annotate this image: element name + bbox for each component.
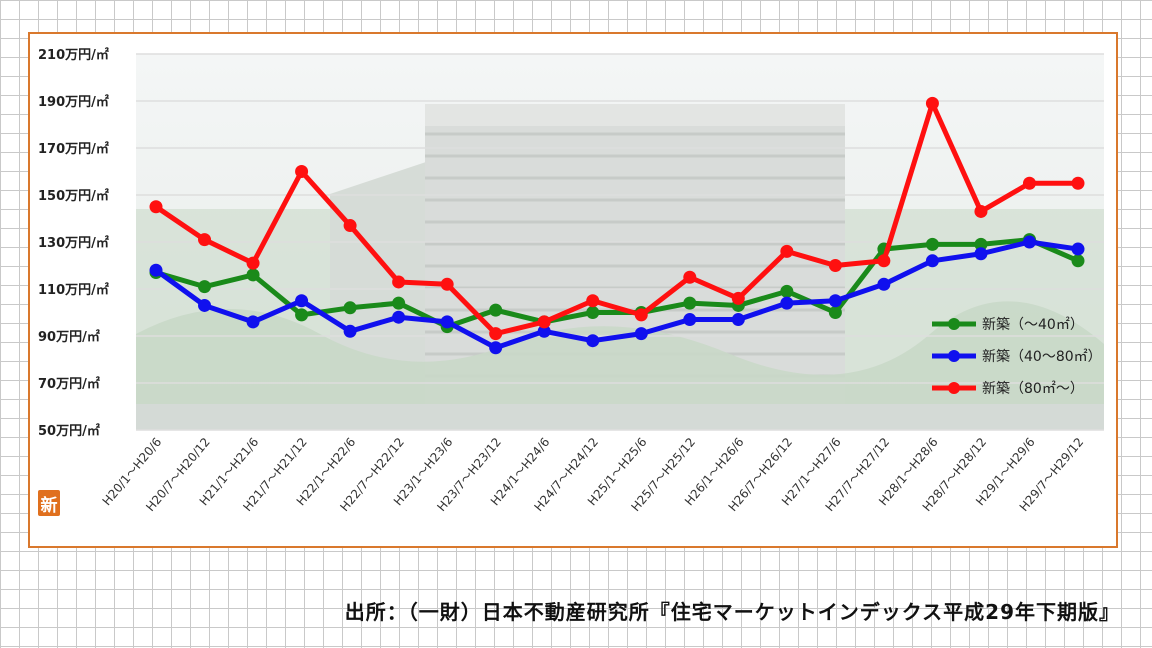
chart-frame: 50万円/㎡ 70万円/㎡ 90万円/㎡ 110万円/㎡ 130万円/㎡ 150万円/㎡ 1… xyxy=(28,32,1118,548)
y-tick-label: 50万円/㎡ xyxy=(38,423,100,439)
y-tick-label: 110万円/㎡ xyxy=(38,282,109,298)
line-chart: 50万円/㎡ 70万円/㎡ 90万円/㎡ 110万円/㎡ 130万円/㎡ 150万円/㎡ 1… xyxy=(38,47,1104,514)
data-point xyxy=(1022,176,1036,190)
data-point xyxy=(780,284,794,298)
data-point xyxy=(828,259,842,272)
legend: 新築（～40㎡） 新築（40～80㎡） 新築（80㎡～） xyxy=(932,317,1102,397)
x-axis-tick-labels: H20/1～H20/6H20/7～H20/12H21/1～H21/6H21/7～… xyxy=(100,435,1087,514)
data-point xyxy=(877,254,891,268)
data-point xyxy=(149,263,163,277)
data-point xyxy=(780,244,794,258)
data-point xyxy=(489,303,503,317)
series-line xyxy=(154,100,1078,337)
data-point xyxy=(246,268,260,282)
data-point xyxy=(1022,235,1036,249)
data-point xyxy=(246,256,260,270)
data-point xyxy=(489,327,503,341)
series-line xyxy=(154,239,1079,351)
data-point xyxy=(731,291,745,305)
data-point xyxy=(295,165,309,178)
source-caption: 出所：（一財）日本不動産研究所『住宅マーケットインデックス平成29年下期版』 xyxy=(344,600,1120,624)
data-point xyxy=(683,313,697,327)
data-point xyxy=(683,270,697,284)
data-point xyxy=(392,310,406,324)
legend-swatch-marker xyxy=(948,382,960,394)
legend-swatch-marker xyxy=(948,350,960,362)
data-point xyxy=(343,301,357,315)
data-point xyxy=(634,308,648,322)
data-point xyxy=(586,306,600,319)
y-tick-label: 190万円/㎡ xyxy=(38,94,109,110)
y-tick-label: 150万円/㎡ xyxy=(38,188,109,204)
data-point xyxy=(974,204,988,218)
data-point xyxy=(731,313,745,327)
data-point xyxy=(440,277,454,291)
legend-label: 新築（～40㎡） xyxy=(982,317,1084,333)
legend-label: 新築（80㎡～） xyxy=(982,381,1084,397)
data-point xyxy=(295,308,309,322)
data-point xyxy=(925,237,939,251)
data-point xyxy=(537,315,551,329)
data-point xyxy=(198,280,212,294)
data-point xyxy=(877,277,891,291)
series-2 xyxy=(149,235,1085,355)
data-point xyxy=(440,315,454,329)
data-point xyxy=(295,294,309,308)
y-tick-label: 210万円/㎡ xyxy=(38,47,109,63)
data-point xyxy=(925,254,939,268)
data-point xyxy=(1071,176,1085,190)
legend-label: 新築（40～80㎡） xyxy=(982,349,1102,365)
data-point xyxy=(1071,242,1085,256)
data-point xyxy=(392,296,406,310)
data-point xyxy=(586,334,600,348)
data-point xyxy=(974,237,988,251)
data-point xyxy=(828,306,842,319)
data-point xyxy=(149,200,163,214)
new-badge-icon: 新 xyxy=(38,490,60,516)
data-point xyxy=(198,298,212,312)
y-tick-label: 90万円/㎡ xyxy=(38,329,100,345)
y-tick-label: 170万円/㎡ xyxy=(38,141,109,157)
data-point xyxy=(246,315,260,329)
data-point xyxy=(780,296,794,310)
data-point xyxy=(392,275,406,289)
data-point xyxy=(634,327,648,341)
series-lines xyxy=(149,96,1085,355)
legend-swatch-marker xyxy=(948,318,960,330)
data-point xyxy=(198,233,212,247)
data-point xyxy=(683,296,697,310)
data-point xyxy=(828,294,842,308)
data-point xyxy=(1071,254,1085,268)
data-point xyxy=(343,324,357,338)
data-point xyxy=(925,96,939,110)
data-point xyxy=(343,219,357,233)
y-tick-label: 70万円/㎡ xyxy=(38,376,100,392)
gridlines xyxy=(136,53,1104,431)
data-point xyxy=(586,294,600,308)
data-point xyxy=(974,247,988,261)
data-point xyxy=(489,341,503,355)
series-line xyxy=(155,237,1079,330)
y-tick-label: 130万円/㎡ xyxy=(38,235,109,251)
series-3 xyxy=(149,96,1085,341)
data-point xyxy=(537,324,551,338)
y-axis-tick-labels: 50万円/㎡ 70万円/㎡ 90万円/㎡ 110万円/㎡ 130万円/㎡ 150万円/㎡ 1… xyxy=(38,47,109,439)
